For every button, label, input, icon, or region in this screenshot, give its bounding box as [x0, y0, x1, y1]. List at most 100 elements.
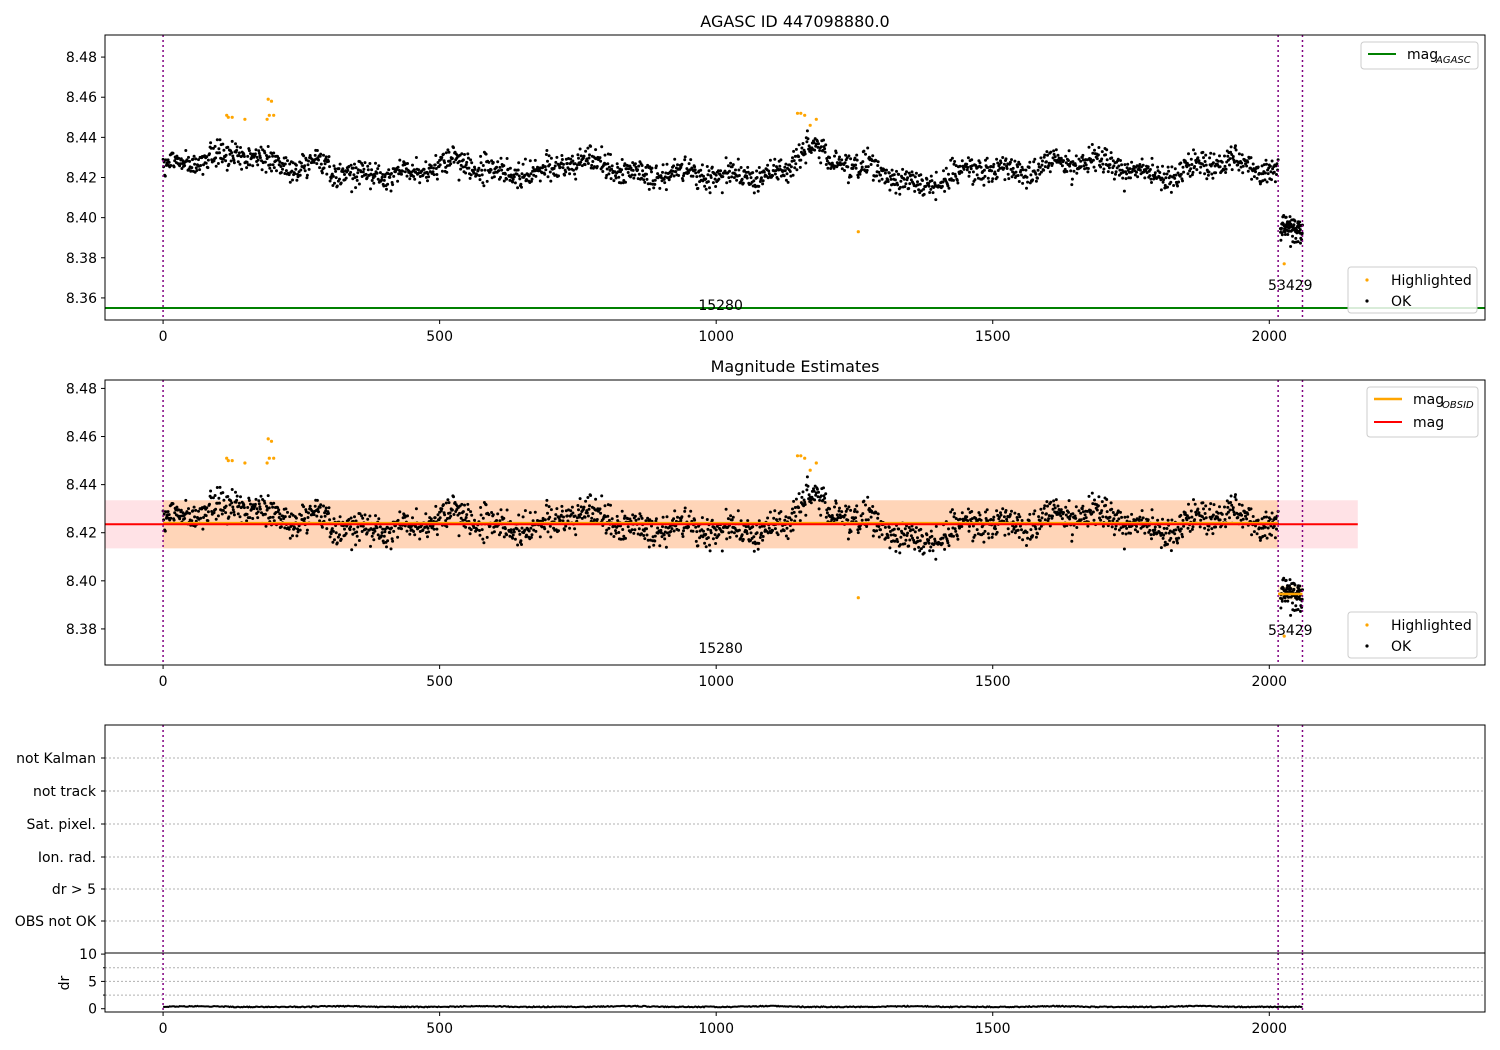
ok-point [224, 504, 228, 508]
ok-point [305, 176, 309, 180]
ok-point [307, 167, 311, 171]
ok-point [232, 513, 236, 517]
ok-point [348, 528, 352, 532]
ok-point [477, 166, 481, 170]
ok-point [1193, 518, 1197, 522]
ok-point [558, 165, 562, 169]
ok-point [822, 486, 825, 490]
ok-point [626, 171, 630, 174]
ok-point [557, 529, 560, 533]
ok-point [1201, 501, 1205, 505]
ok-point [387, 168, 391, 172]
ok-point [1208, 507, 1212, 511]
ok-point [1125, 172, 1129, 176]
ok-point [903, 185, 907, 189]
ok-point [911, 173, 915, 177]
ok-point [1228, 508, 1232, 512]
ok-point [268, 515, 272, 519]
ok-point [324, 155, 328, 159]
ok-point [680, 532, 684, 536]
ok-point [519, 539, 523, 543]
ok-point [464, 171, 468, 175]
ok-point [672, 174, 676, 178]
ok-point [1097, 146, 1101, 149]
ok-point [761, 535, 765, 538]
ok-point [1263, 171, 1267, 175]
ok-point [793, 166, 797, 170]
ok-point [364, 527, 368, 531]
ok-point [166, 510, 170, 514]
ok-point [1275, 527, 1278, 531]
ok-point [388, 175, 392, 179]
ok-point [562, 162, 565, 166]
ok-point [908, 538, 912, 542]
ok-point [424, 512, 428, 516]
ok-point [230, 139, 234, 143]
ok-point [1245, 164, 1249, 168]
ok-point [284, 169, 288, 173]
ok-point [1064, 513, 1068, 517]
ok-point [934, 198, 938, 202]
ok-point [338, 177, 341, 181]
ok-point [952, 162, 956, 166]
ok-point [323, 514, 327, 518]
ok-point [916, 536, 919, 540]
flag-row-label: not track [33, 784, 97, 800]
ok-point [169, 516, 173, 520]
ok-point [331, 540, 335, 544]
ok-point [1209, 517, 1213, 521]
ok-point [308, 504, 312, 508]
ok-point [1100, 509, 1104, 513]
ok-point [426, 172, 430, 176]
ok-point [637, 517, 641, 521]
ok-point [1080, 507, 1084, 511]
ok-point [1186, 526, 1190, 530]
ok-point [929, 529, 933, 533]
ok-point [990, 169, 994, 173]
ok-point [438, 516, 442, 520]
ok-point [351, 166, 355, 170]
ok-point [1138, 163, 1142, 166]
ok-point [1100, 500, 1104, 504]
dr-x-tick-label: 0 [159, 1021, 168, 1037]
ok-point [257, 502, 261, 506]
ok-point [298, 528, 302, 532]
ok-point [931, 549, 935, 553]
ok-point [555, 507, 559, 511]
magnitude-y-tick-label: 8.46 [66, 430, 97, 446]
ok-point [236, 512, 240, 516]
ok-point [958, 164, 962, 168]
ok-point [1008, 160, 1012, 164]
ok-point [1265, 162, 1268, 166]
ok-point [711, 537, 715, 541]
ok-point [1051, 507, 1055, 511]
ok-point [1125, 519, 1129, 523]
ok-point [614, 531, 618, 535]
ok-point [1146, 165, 1150, 169]
ok-point [260, 168, 264, 172]
ok-point [689, 158, 693, 162]
ok-point [895, 169, 898, 173]
ok-point [1197, 511, 1201, 515]
ok-point [1081, 510, 1085, 514]
ok-point [667, 178, 671, 182]
ok-point [587, 507, 591, 511]
ok-point [421, 173, 425, 177]
ok-point [445, 525, 449, 529]
ok-point [328, 535, 332, 539]
ok-point [644, 165, 648, 169]
ok-point [621, 528, 625, 531]
ok-point [1193, 152, 1197, 156]
ok-point [385, 545, 388, 549]
ok-point [220, 160, 224, 164]
ok-point [755, 531, 759, 535]
ok-point [595, 165, 599, 168]
ok-point [1292, 223, 1296, 227]
ok-point [256, 163, 260, 167]
ok-point [549, 156, 553, 160]
magnitude-x-tick-label: 500 [426, 674, 453, 690]
ok-point [319, 503, 323, 507]
ok-point [1249, 156, 1253, 160]
ok-point [547, 505, 551, 509]
ok-point [624, 180, 627, 184]
